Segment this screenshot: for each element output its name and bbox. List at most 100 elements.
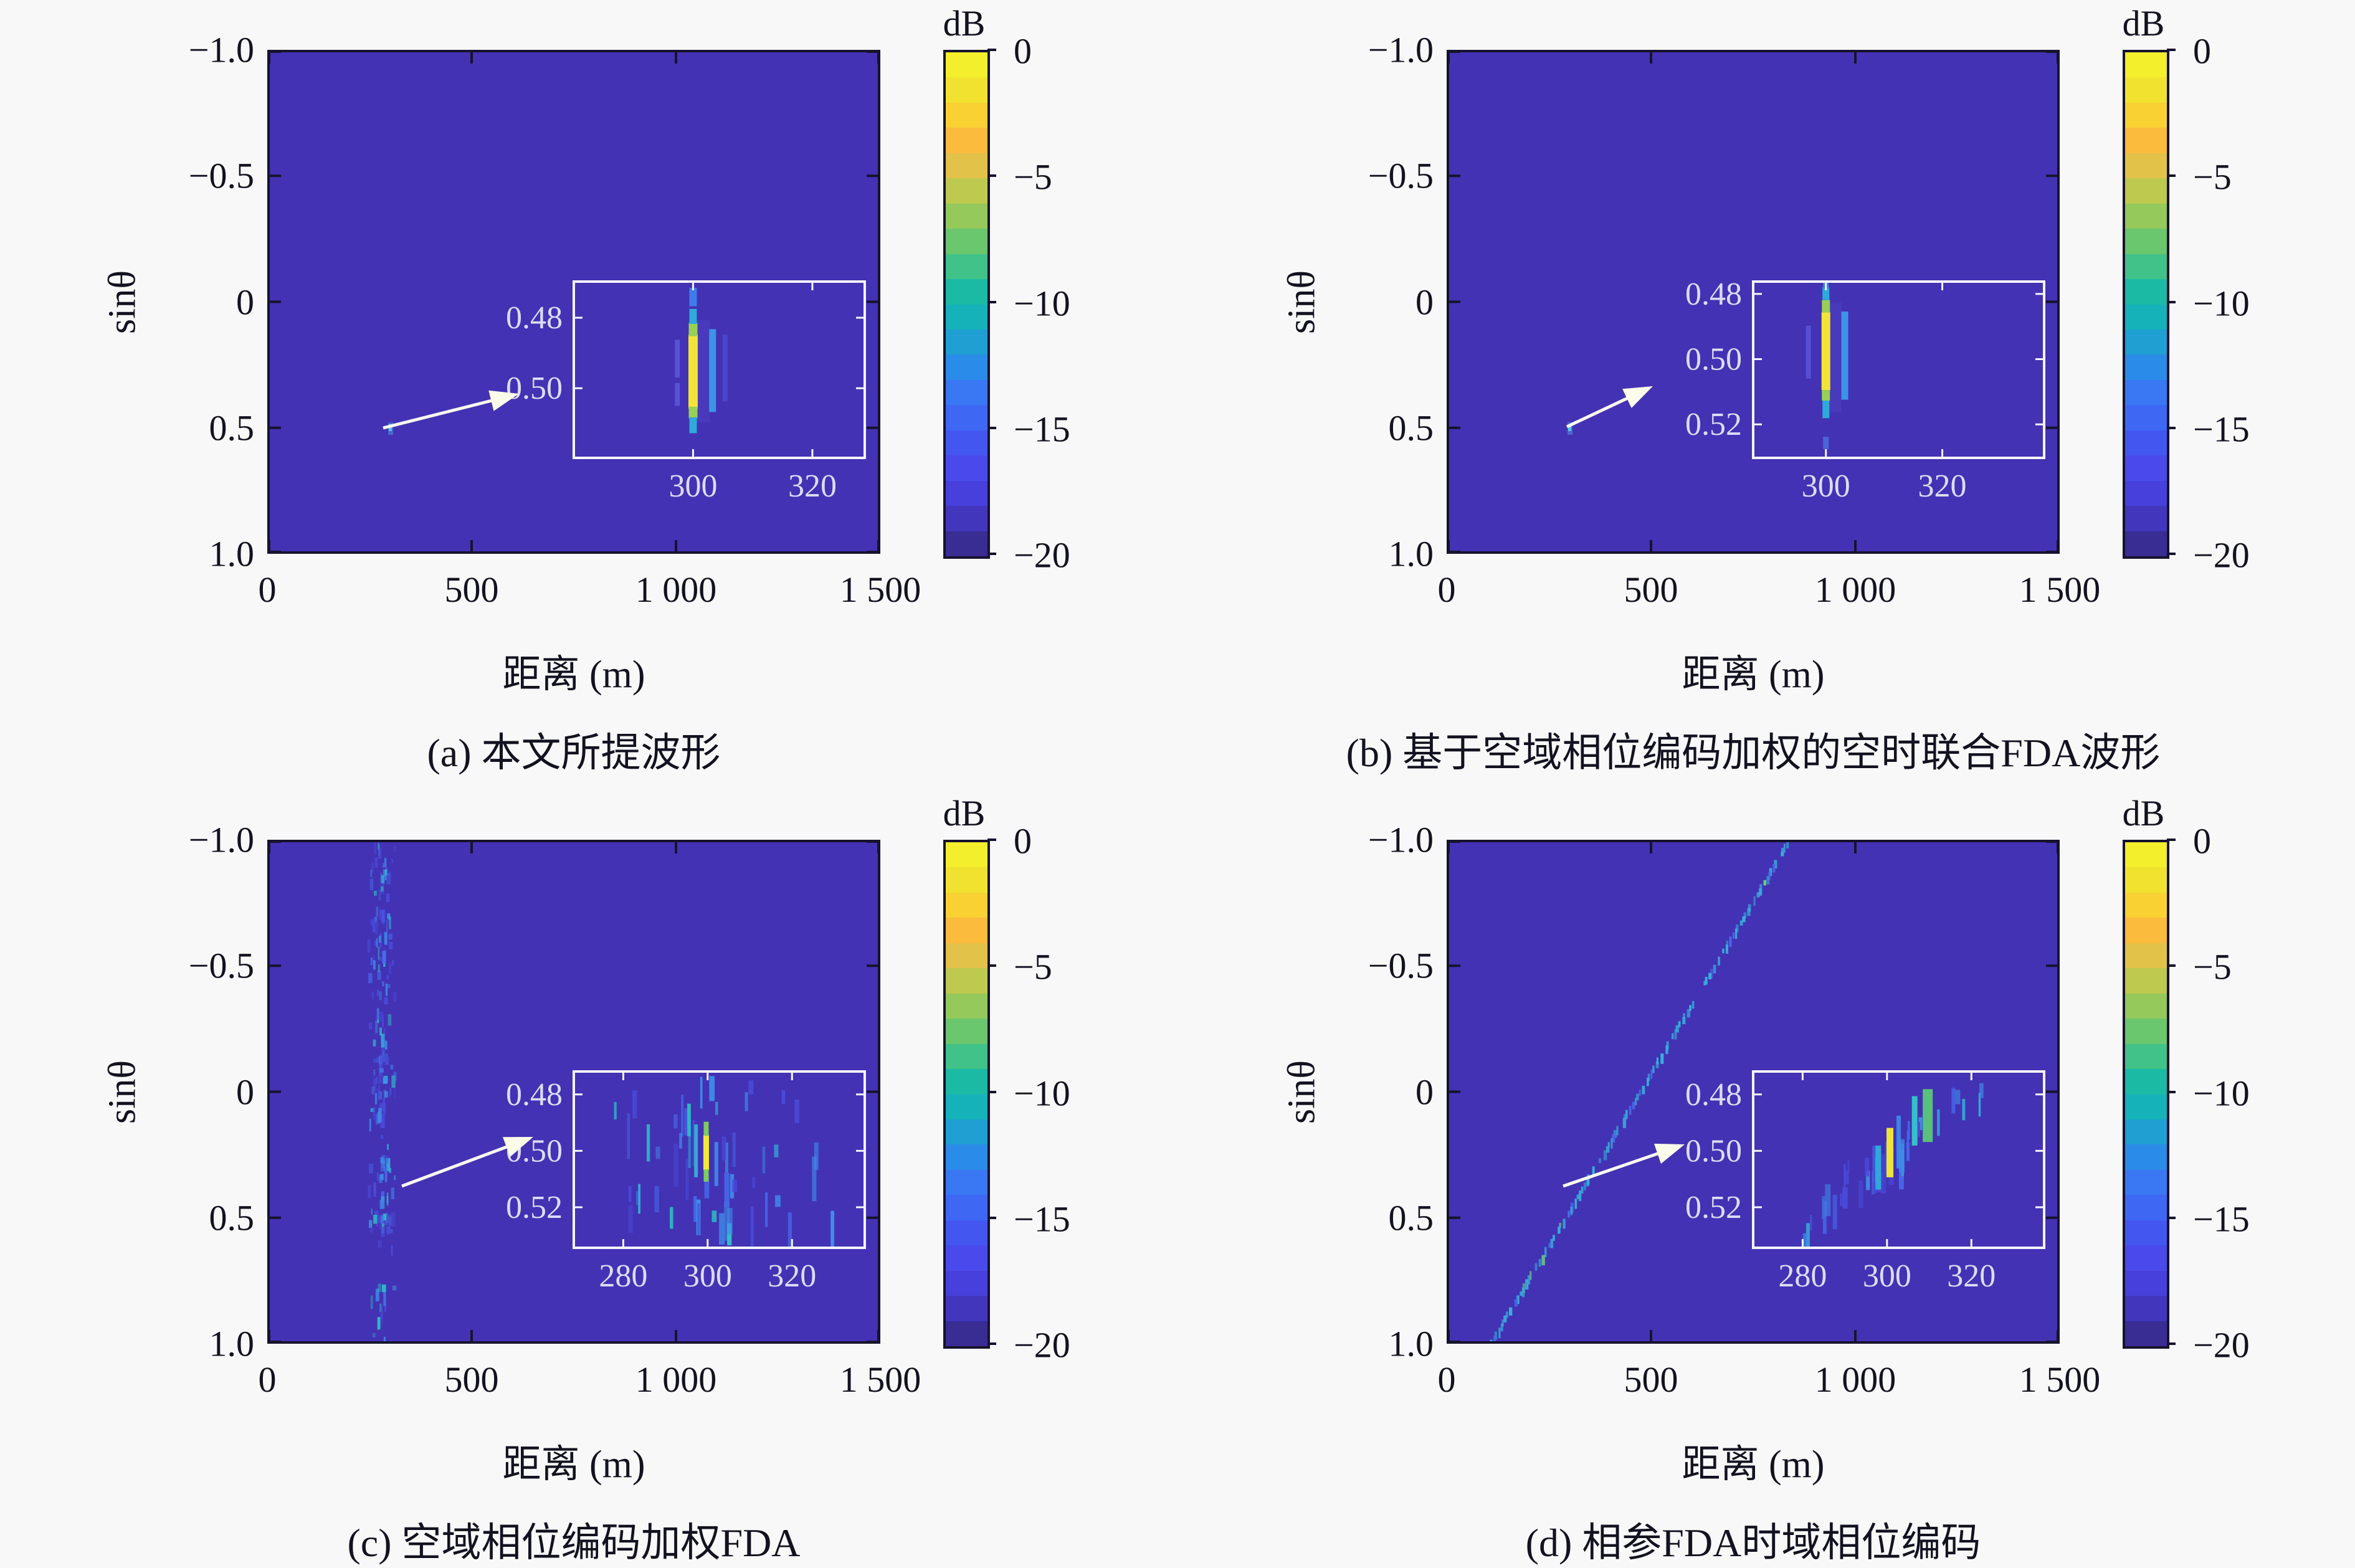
inset-x-tick-label: 300: [1863, 1258, 1911, 1294]
x-axis-title: 距离 (m): [1682, 653, 1825, 696]
y-axis-tick-label: 1.0: [1388, 533, 1434, 574]
inset-border: [573, 280, 866, 459]
panel-caption: (a) 本文所提波形: [427, 731, 721, 775]
y-axis-title: sinθ: [1280, 1060, 1323, 1124]
colorbar-segment: [946, 128, 987, 153]
colorbar-segment: [946, 1019, 987, 1044]
colorbar-segment: [2125, 1119, 2167, 1145]
colorbar-segment: [2125, 531, 2167, 557]
colorbar-segment: [946, 842, 987, 868]
colorbar-segment: [946, 354, 987, 380]
y-axis-tick-label: −1.0: [1368, 29, 1434, 70]
colorbar-segment: [946, 203, 987, 229]
colorbar-segment: [946, 1094, 987, 1119]
colorbar-segment: [946, 153, 987, 179]
inset-x-tick-label: 300: [683, 1258, 732, 1294]
inset-background: [574, 282, 865, 458]
colorbar-segment: [946, 329, 987, 355]
colorbar-segment: [946, 178, 987, 204]
colorbar-segment: [946, 279, 987, 305]
y-axis-tick-label: −1.0: [188, 29, 254, 70]
inset-y-tick-label: 0.50: [1685, 342, 1742, 378]
colorbar-segment: [946, 1245, 987, 1271]
colorbar-segment: [946, 918, 987, 943]
colorbar-tick-label: −20: [1014, 1324, 1070, 1366]
y-axis-tick-label: −0.5: [188, 155, 254, 196]
annotation-arrow-line: [1563, 1149, 1667, 1188]
colorbar-segment: [2125, 153, 2167, 179]
colorbar-segment: [946, 102, 987, 128]
colorbar-segment: [2125, 77, 2167, 103]
colorbar-tickmark: [987, 426, 996, 429]
colorbar-tick-label: −10: [2193, 1073, 2250, 1113]
colorbar-tickmark: [2167, 49, 2176, 51]
colorbar-tickmark: [2167, 300, 2176, 303]
colorbar-title: dB: [943, 3, 986, 44]
plot-border: [267, 50, 880, 554]
colorbar-tickmark: [987, 964, 996, 967]
annotation-arrow-head: [488, 390, 519, 411]
x-axis-tick-label: 1 500: [839, 569, 921, 610]
inset-zoom: 300 320 0.48 0.50: [506, 280, 866, 504]
colorbar-tickmark: [987, 553, 996, 555]
colorbar-tickmark: [987, 839, 996, 841]
colorbar-tickmark: [987, 1342, 996, 1345]
colorbar-segment: [2125, 1321, 2167, 1347]
target-speck: [1568, 424, 1571, 431]
colorbar-segment: [946, 1195, 987, 1220]
x-axis-tick-label: 0: [1437, 1359, 1456, 1400]
inset-y-tick-label: 0.48: [506, 300, 563, 336]
colorbar-segment: [946, 867, 987, 893]
inset-x-tick-label: 320: [768, 1258, 816, 1294]
annotation-arrow-line: [383, 397, 500, 430]
colorbar: [943, 840, 990, 1349]
panel-caption: (b) 基于空域相位编码加权的空时联合FDA波形: [1346, 731, 2161, 775]
y-axis-tick-label: −0.5: [1368, 155, 1434, 196]
inset-heat-content: [614, 1076, 835, 1248]
inset-y-tick-label: 0.52: [506, 1190, 563, 1225]
inset-y-tick-label: 0.48: [1685, 277, 1742, 312]
colorbar: [2123, 50, 2169, 559]
colorbar-segment: [946, 993, 987, 1019]
inset-x-tick-label: 300: [668, 468, 717, 504]
colorbar-tick-label: 0: [1014, 31, 1032, 72]
colorbar-tick-label: −15: [2193, 409, 2250, 450]
colorbar-segment: [2125, 354, 2167, 380]
colorbar-tick-label: −10: [1014, 283, 1070, 323]
y-axis-tick-label: −1.0: [188, 819, 254, 860]
colorbar-segment: [946, 1270, 987, 1296]
x-axis-title: 距离 (m): [1682, 1443, 1825, 1486]
heatmap-panel-d: 280 300 320 0.48 0.50 0.52: [1447, 840, 2060, 1344]
colorbar-segment: [946, 480, 987, 506]
x-axis-tick-label: 500: [1624, 569, 1678, 610]
colorbar-segment: [2125, 1195, 2167, 1220]
colorbar-segment: [2125, 430, 2167, 456]
colorbar-segment: [946, 77, 987, 103]
x-axis-tick-label: 0: [258, 569, 277, 610]
colorbar-segment: [2125, 229, 2167, 254]
main-heat-content: [1568, 422, 1572, 435]
colorbar-segment: [2125, 329, 2167, 355]
colorbar-tick-label: −20: [2193, 535, 2250, 576]
colorbar-tick-label: −20: [2193, 1324, 2250, 1366]
inset-y-tick-label: 0.48: [1685, 1077, 1742, 1113]
y-axis-title: sinθ: [1280, 270, 1323, 334]
heatmap-panel-a: 300 320 0.48 0.50: [267, 50, 880, 554]
colorbar: [2123, 840, 2169, 1349]
colorbar-tickmark: [2167, 1342, 2176, 1345]
colorbar-segment: [946, 1321, 987, 1347]
colorbar-segment: [2125, 254, 2167, 280]
colorbar-tick-label: −10: [1014, 1073, 1070, 1113]
colorbar-tickmark: [2167, 553, 2176, 555]
y-axis-tick-label: 0: [1415, 1071, 1434, 1112]
colorbar-segment: [2125, 867, 2167, 893]
y-axis-title: sinθ: [101, 270, 144, 334]
colorbar-tick-label: −5: [2193, 946, 2232, 987]
x-axis-tick-label: 1 500: [2019, 1359, 2101, 1400]
colorbar-tick-label: 0: [1014, 820, 1032, 862]
colorbar-tickmark: [2167, 839, 2176, 841]
y-axis-tick-label: 0: [236, 282, 254, 322]
x-axis-tick-label: 1 000: [1814, 569, 1896, 610]
